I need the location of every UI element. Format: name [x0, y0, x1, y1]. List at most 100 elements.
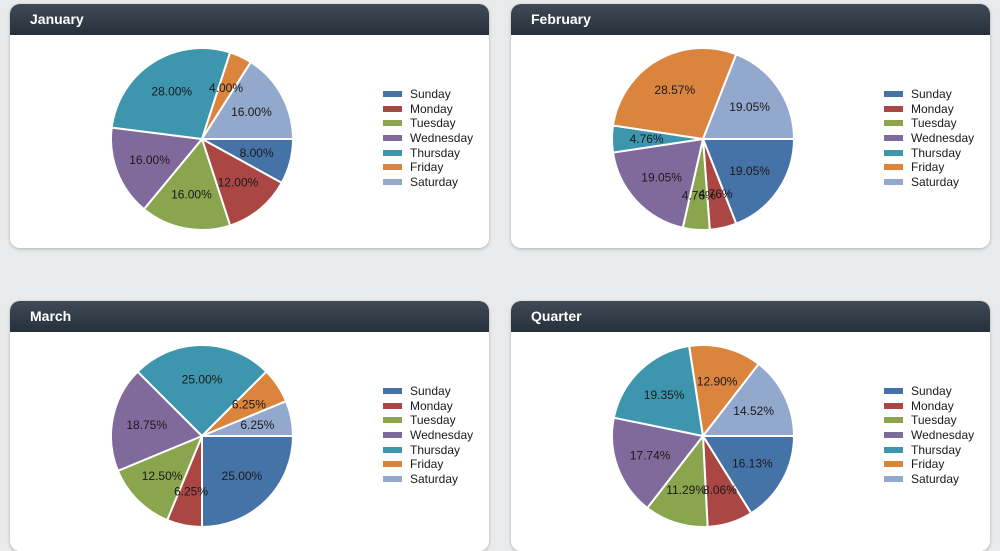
pie-slice-wednesday[interactable]	[611, 416, 704, 509]
panel-march: March 25.00% 6.25% 12.50% 18.75% 25.00% 6.25%…	[10, 301, 489, 551]
slice-label-sunday: 25.00%	[222, 469, 263, 483]
legend-swatch	[884, 461, 903, 468]
pie-chart: 25.00%6.25%12.50%18.75%25.00%6.25%6.25%	[110, 344, 294, 528]
slice-label-saturday: 16.00%	[231, 105, 272, 119]
legend-item-monday[interactable]: Monday	[884, 102, 974, 117]
pie-slice-wednesday[interactable]	[110, 370, 203, 472]
legend-swatch	[884, 417, 903, 424]
pie-slice-tuesday[interactable]	[646, 435, 709, 528]
legend-swatch	[383, 402, 402, 409]
panel-title: January	[10, 4, 489, 35]
legend-label: Sunday	[410, 87, 451, 101]
slice-label-thursday: 25.00%	[182, 373, 223, 387]
panel-january: January 8.00% 12.00% 16.00% 16.00% 28.00% 4.0…	[10, 4, 489, 248]
pie-slice-sunday[interactable]	[201, 435, 294, 528]
legend-swatch	[383, 178, 402, 185]
legend-label: Sunday	[410, 384, 451, 398]
panel-february: February 19.05% 4.76% 4.76% 19.05% 4.76% 28.5…	[511, 4, 990, 248]
legend-item-saturday[interactable]: Saturday	[383, 175, 473, 190]
legend-item-thursday[interactable]: Thursday	[383, 146, 473, 161]
legend-item-wednesday[interactable]: Wednesday	[884, 428, 974, 443]
legend-item-sunday[interactable]: Sunday	[884, 87, 974, 102]
legend-label: Sunday	[911, 384, 952, 398]
legend-label: Friday	[911, 160, 945, 175]
pie-slice-sunday[interactable]	[702, 435, 795, 515]
pie-slice-friday[interactable]	[688, 344, 760, 437]
slice-label-friday: 4.00%	[209, 81, 243, 95]
legend-item-tuesday[interactable]: Tuesday	[884, 116, 974, 131]
slice-label-monday: 8.06%	[703, 483, 737, 497]
legend: Sunday Monday Tuesday Wednesday Thursday Frid…	[884, 87, 974, 190]
pie-slice-saturday[interactable]	[201, 400, 294, 437]
legend-item-thursday[interactable]: Thursday	[383, 443, 473, 458]
pie-slice-saturday[interactable]	[702, 53, 795, 140]
legend-swatch	[383, 134, 402, 141]
legend-swatch	[884, 120, 903, 127]
legend-label: Tuesday	[911, 116, 957, 131]
legend-item-saturday[interactable]: Saturday	[884, 472, 974, 487]
legend-item-saturday[interactable]: Saturday	[884, 175, 974, 190]
slice-label-tuesday: 4.76%	[682, 188, 716, 202]
pie-slice-saturday[interactable]	[201, 61, 294, 140]
legend: Sunday Monday Tuesday Wednesday Thursday Frid…	[383, 87, 473, 190]
slice-label-tuesday: 11.29%	[666, 483, 706, 497]
legend-swatch	[884, 475, 903, 482]
legend-item-tuesday[interactable]: Tuesday	[884, 413, 974, 428]
legend-label: Sunday	[911, 87, 952, 101]
slice-label-monday: 12.00%	[218, 175, 259, 189]
legend-label: Thursday	[911, 442, 962, 457]
legend-swatch	[383, 461, 402, 468]
legend-item-tuesday[interactable]: Tuesday	[383, 116, 473, 131]
legend-swatch	[383, 417, 402, 424]
slice-label-sunday: 16.13%	[732, 456, 773, 470]
legend-item-monday[interactable]: Monday	[383, 102, 473, 117]
legend-label: Wednesday	[410, 131, 474, 146]
slice-label-tuesday: 12.50%	[142, 469, 183, 483]
slice-label-thursday: 28.00%	[151, 84, 192, 98]
pie-slice-thursday[interactable]	[612, 345, 704, 437]
slice-label-monday: 4.76%	[699, 187, 733, 201]
legend-item-sunday[interactable]: Sunday	[884, 384, 974, 399]
legend-label: Monday	[911, 398, 954, 413]
legend-item-sunday[interactable]: Sunday	[383, 384, 473, 399]
legend-item-monday[interactable]: Monday	[884, 399, 974, 414]
legend-item-wednesday[interactable]: Wednesday	[884, 131, 974, 146]
legend-item-friday[interactable]: Friday	[884, 457, 974, 472]
legend-swatch	[383, 475, 402, 482]
legend-swatch	[884, 134, 903, 141]
panel-title: March	[10, 301, 489, 332]
legend-item-thursday[interactable]: Thursday	[884, 146, 974, 161]
pie-slice-wednesday[interactable]	[612, 138, 704, 229]
pie-slice-monday[interactable]	[201, 138, 283, 227]
legend-label: Thursday	[911, 145, 962, 160]
legend-label: Friday	[410, 457, 444, 472]
legend-swatch	[383, 431, 402, 438]
pie-slice-wednesday[interactable]	[110, 126, 203, 211]
legend-item-friday[interactable]: Friday	[884, 160, 974, 175]
legend-swatch	[884, 431, 903, 438]
legend-item-monday[interactable]: Monday	[383, 399, 473, 414]
legend-item-wednesday[interactable]: Wednesday	[383, 428, 473, 443]
legend-swatch	[383, 90, 402, 97]
legend-label: Tuesday	[911, 413, 957, 428]
legend-item-saturday[interactable]: Saturday	[383, 472, 473, 487]
legend-item-thursday[interactable]: Thursday	[884, 443, 974, 458]
pie-slice-friday[interactable]	[612, 47, 738, 140]
legend-item-friday[interactable]: Friday	[383, 457, 473, 472]
pie-slice-sunday[interactable]	[702, 138, 795, 225]
pie-slice-saturday[interactable]	[702, 363, 795, 437]
legend-label: Monday	[410, 101, 453, 116]
pie-slice-tuesday[interactable]	[116, 435, 203, 522]
legend-item-tuesday[interactable]: Tuesday	[383, 413, 473, 428]
legend-label: Friday	[410, 160, 444, 175]
pie-slice-thursday[interactable]	[136, 344, 268, 437]
slice-label-monday: 6.25%	[174, 484, 208, 498]
legend-item-friday[interactable]: Friday	[383, 160, 473, 175]
legend-item-wednesday[interactable]: Wednesday	[383, 131, 473, 146]
legend-label: Thursday	[410, 145, 461, 160]
legend-item-sunday[interactable]: Sunday	[383, 87, 473, 102]
pie-slice-tuesday[interactable]	[142, 138, 232, 231]
slice-label-saturday: 14.52%	[733, 404, 774, 418]
legend-label: Wednesday	[911, 428, 975, 443]
pie-slice-thursday[interactable]	[110, 47, 232, 140]
